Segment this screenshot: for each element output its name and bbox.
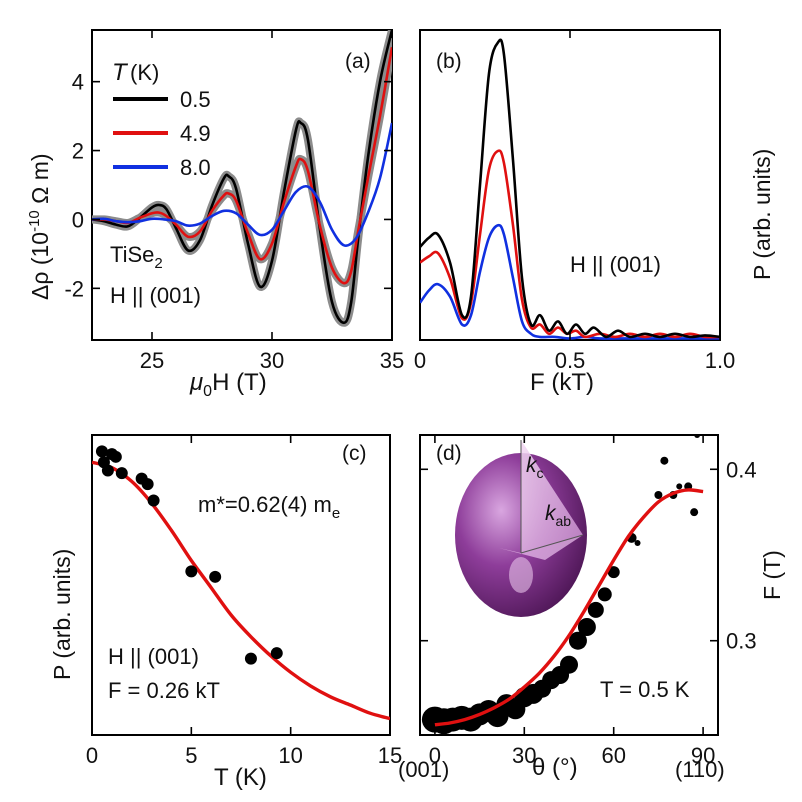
panel-a-xtick-label-1: 30 bbox=[260, 348, 284, 373]
annotation-field-a: H || (001) bbox=[110, 283, 201, 308]
panel-a-xlabel: μ0H (T) bbox=[189, 369, 267, 400]
panel-d-xtick-label-1: 30 bbox=[512, 743, 536, 768]
panel-d-point-29 bbox=[694, 435, 701, 438]
panel-c-label: (c) bbox=[342, 442, 367, 465]
panel-c-xtick-label-3: 15 bbox=[378, 743, 402, 768]
direction-001: (001) bbox=[398, 757, 449, 782]
panel-a-label: (a) bbox=[345, 50, 371, 73]
panel-c: 0 5 10 15 (c) m*=0.62(4) me H || (001) F = … bbox=[49, 434, 402, 791]
legend-label-1: 4.9 bbox=[180, 121, 211, 146]
panel-d-xtick-label-3: 90 bbox=[691, 743, 715, 768]
panel-d-xtick-label-0: 0 bbox=[429, 743, 441, 768]
panel-a-series-2 bbox=[92, 122, 392, 247]
kab-axis bbox=[520, 534, 584, 554]
panel-d-ytick-label-0: 0.3 bbox=[726, 629, 757, 654]
panel-d: 0 30 60 90 0.3 0.4 (d) kc kab T = 0.5 K θ (°)… bbox=[398, 434, 785, 782]
panel-d-point-15 bbox=[560, 655, 578, 674]
panel-b-xtick-label-2: 1.0 bbox=[705, 348, 736, 373]
panel-c-xtick-label-2: 10 bbox=[278, 743, 302, 768]
panel-d-point-16 bbox=[568, 631, 587, 650]
panel-d-ylabel: F (T) bbox=[759, 550, 785, 600]
panel-c-series bbox=[92, 445, 390, 721]
panel-d-point-19 bbox=[597, 587, 612, 602]
panel-c-point-0 bbox=[95, 445, 108, 458]
panel-b: 0 0.5 1.0 (b) H || (001) F (kT) P (arb. un… bbox=[414, 29, 775, 396]
panel-a-series-0 bbox=[92, 30, 392, 325]
panel-d-point-17 bbox=[577, 618, 596, 636]
panel-c-point-5 bbox=[115, 467, 128, 480]
panel-d-xlabel: θ (°) bbox=[532, 754, 578, 781]
panel-c-ticks: 0 5 10 15 bbox=[86, 435, 402, 768]
panel-b-ticks: 0 0.5 1.0 bbox=[414, 30, 735, 373]
panel-a-ytick-label-2: 2 bbox=[72, 139, 84, 164]
panel-d-point-22 bbox=[634, 540, 641, 546]
panel-d-frame bbox=[419, 434, 719, 736]
panel-c-point-9 bbox=[185, 565, 198, 578]
panel-c-xtick-label-0: 0 bbox=[86, 743, 98, 768]
annotation-field-b: H || (001) bbox=[570, 252, 661, 277]
panel-a-legend: T (K) 0.5 4.9 8.0 bbox=[112, 59, 211, 180]
panel-d-fit bbox=[434, 488, 704, 727]
panel-b-frame bbox=[419, 29, 721, 341]
legend-title-unit: (K) bbox=[130, 60, 159, 85]
panel-b-series-2 bbox=[420, 223, 720, 340]
panel-c-point-8 bbox=[147, 494, 160, 507]
panel-b-xtick-label-0: 0 bbox=[414, 348, 426, 373]
panel-b-series bbox=[420, 38, 720, 340]
panel-a-xtick-label-0: 25 bbox=[140, 348, 164, 373]
panel-a-ticks: 25 30 35 -2 0 2 4 bbox=[64, 30, 404, 373]
ellipsoid-cutaway bbox=[521, 440, 583, 553]
annotation-temp: T = 0.5 K bbox=[600, 677, 690, 702]
panel-b-ylabel: P (arb. units) bbox=[749, 149, 775, 280]
panel-a-ytick-label-3: 4 bbox=[72, 70, 84, 95]
panel-a-xtick-label-2: 35 bbox=[380, 348, 404, 373]
panel-c-point-4 bbox=[109, 450, 122, 463]
panel-d-label: (d) bbox=[436, 442, 462, 465]
panel-d-xtick-label-2: 60 bbox=[601, 743, 625, 768]
panel-a-ytick-label-0: -2 bbox=[64, 276, 84, 301]
panel-b-xlabel: F (kT) bbox=[530, 369, 594, 396]
panel-c-fit bbox=[92, 460, 390, 721]
panel-a-ylabel: Δρ (10-10 Ω m) bbox=[26, 153, 53, 300]
panel-d-point-26 bbox=[676, 483, 683, 490]
panel-a-series bbox=[92, 30, 392, 327]
ellipsoid-highlight bbox=[509, 557, 533, 593]
panel-c-frame bbox=[91, 434, 391, 736]
legend-label-2: 8.0 bbox=[180, 155, 211, 180]
panel-c-xlabel: T (K) bbox=[214, 764, 267, 791]
panel-c-point-10 bbox=[209, 570, 222, 583]
panel-c-point-11 bbox=[244, 652, 257, 665]
panel-d-point-20 bbox=[607, 566, 620, 579]
panel-d-series bbox=[421, 435, 704, 735]
annotation-field-c: H || (001) bbox=[108, 644, 199, 669]
inset-fermi-ellipsoid: kc kab bbox=[455, 440, 587, 617]
panel-a-ytick-label-1: 0 bbox=[72, 207, 84, 232]
panel-c-point-12 bbox=[270, 647, 283, 660]
direction-110: (110) bbox=[675, 757, 725, 782]
inset-kc: kc bbox=[526, 454, 544, 481]
panel-c-point-7 bbox=[141, 478, 154, 491]
panel-b-label: (b) bbox=[436, 50, 462, 73]
inset-kab: kab bbox=[545, 502, 571, 529]
legend-title-symbol: T bbox=[112, 59, 129, 86]
panel-c-xtick-label-1: 5 bbox=[185, 743, 197, 768]
panel-c-point-2 bbox=[101, 464, 114, 477]
annotation-mass: m*=0.62(4) me bbox=[198, 492, 340, 522]
panel-b-series-1 bbox=[420, 149, 720, 339]
panel-b-xtick-label-1: 0.5 bbox=[555, 348, 586, 373]
legend-label-0: 0.5 bbox=[180, 87, 211, 112]
panel-d-point-23 bbox=[654, 491, 663, 499]
panel-d-ytick-label-1: 0.4 bbox=[726, 457, 757, 482]
annotation-material: TiSe2 bbox=[110, 242, 163, 272]
panel-d-point-24 bbox=[660, 456, 669, 465]
panel-c-ylabel: P (arb. units) bbox=[49, 549, 75, 680]
panel-a-frame bbox=[91, 29, 393, 341]
panel-b-series-0 bbox=[420, 38, 720, 339]
panel-d-point-28 bbox=[690, 508, 699, 517]
panel-d-point-18 bbox=[587, 601, 604, 618]
panel-d-ticks: 0 30 60 90 0.3 0.4 bbox=[420, 435, 757, 768]
annotation-freq: F = 0.26 kT bbox=[108, 678, 220, 703]
